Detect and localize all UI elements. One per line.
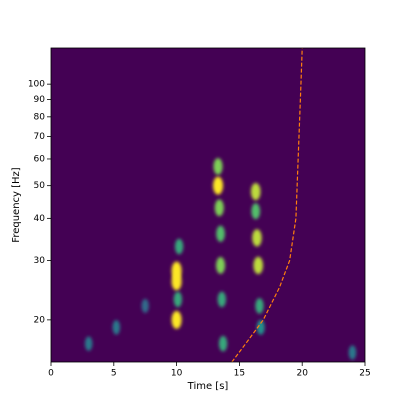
chirp-track <box>231 48 303 362</box>
plot-background <box>51 48 365 362</box>
spectral-blob <box>215 257 226 274</box>
y-tick-label: 60 <box>34 154 46 164</box>
spectral-blob <box>214 199 224 217</box>
spectral-blob <box>141 298 149 313</box>
y-axis-label: Frequency [Hz] <box>11 167 22 243</box>
y-tick-label: 90 <box>34 95 46 105</box>
spectral-blob <box>251 203 261 220</box>
y-tick-label: 20 <box>34 315 46 325</box>
spectral-blob <box>255 298 264 314</box>
spectral-blob <box>216 225 225 242</box>
y-tick-label: 100 <box>28 80 45 90</box>
x-tick-label: 20 <box>296 369 308 379</box>
spectral-blob <box>173 291 183 308</box>
x-tick-label: 5 <box>111 369 117 379</box>
x-axis-label: Time [s] <box>187 381 229 392</box>
y-tick-label: 30 <box>34 256 46 266</box>
spectral-blob <box>348 345 357 360</box>
spectral-blob <box>252 229 262 247</box>
spectral-blob <box>218 335 228 352</box>
spectral-blob <box>171 310 182 329</box>
spectral-blob <box>213 158 223 175</box>
y-tick-label: 70 <box>34 132 46 142</box>
spectral-blob <box>250 182 261 201</box>
spectral-blob <box>84 336 93 351</box>
x-tick-label: 25 <box>359 369 370 379</box>
plot-frame <box>50 47 366 363</box>
y-tick-label: 50 <box>34 181 46 191</box>
plot-area <box>84 48 357 362</box>
spectral-blob <box>213 176 224 195</box>
spectral-blob <box>217 291 227 308</box>
spectral-blob <box>256 319 265 335</box>
spectral-blob <box>112 320 121 335</box>
x-tick-label: 10 <box>171 369 183 379</box>
y-tick-label: 40 <box>34 214 46 224</box>
spectral-blob <box>171 272 182 291</box>
x-tick-label: 15 <box>234 369 245 379</box>
spectral-blob <box>253 256 264 275</box>
y-tick-label: 80 <box>34 112 46 122</box>
x-tick-label: 0 <box>48 369 54 379</box>
spectral-blob <box>174 238 184 255</box>
